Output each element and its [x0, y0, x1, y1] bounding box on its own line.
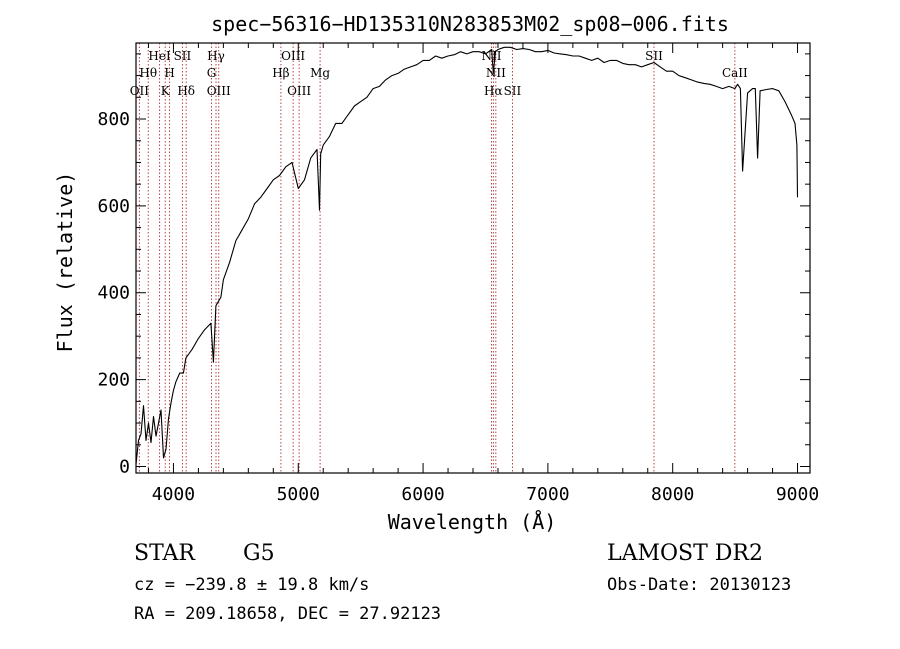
x-tick-label-7000: 7000: [526, 484, 569, 505]
x-tick-label-6000: 6000: [401, 484, 444, 505]
label-K: K: [161, 84, 171, 98]
x-axis-title: Wavelength (Å): [388, 510, 557, 534]
x-tick-label-4000: 4000: [152, 484, 195, 505]
y-axis-title: Flux (relative): [53, 172, 77, 353]
y-tick-label-600: 600: [97, 196, 130, 217]
label-H-theta: Hθ: [139, 66, 157, 80]
x-tick-label-8000: 8000: [651, 484, 694, 505]
label-H-alpha: Hα: [484, 84, 503, 98]
y-tick-label-400: 400: [97, 283, 130, 304]
y-axis-ticks: 0 200 400 600 800: [97, 53, 810, 477]
y-tick-label-200: 200: [97, 370, 130, 391]
chart-title: spec−56316−HD135310N283853M02_sp08−006.f…: [211, 12, 729, 36]
label-G: G: [207, 66, 217, 80]
label-OII: OII: [130, 84, 150, 98]
label-CaII: CaII: [722, 66, 748, 80]
x-tick-label-5000: 5000: [277, 484, 320, 505]
x-axis-ticks: 4000 5000 6000 7000 8000 9000: [147, 43, 819, 505]
spectral-line-markers: [138, 43, 736, 473]
redshift-velocity: cz = −239.8 ± 19.8 km/s: [134, 575, 369, 595]
object-class: STAR: [134, 541, 196, 566]
spectral-line-labels: OIIHθHeIKHSIIHδGHγOIIIHβOIIIOIIIMgNIIHαN…: [130, 49, 748, 98]
label-SII-6716: SII: [504, 84, 522, 98]
sky-coordinates: RA = 209.18658, DEC = 27.92123: [134, 604, 441, 624]
label-Mg: Mg: [310, 66, 330, 80]
label-HeI: HeI: [148, 49, 171, 63]
label-H: H: [164, 66, 174, 80]
label-SII: SII: [174, 49, 192, 63]
plot-frame: [135, 42, 811, 474]
observation-date: Obs-Date: 20130123: [607, 575, 791, 595]
survey-name: LAMOST DR2: [607, 541, 763, 566]
label-NII-6583: NII: [486, 66, 506, 80]
label-SII-7850: SII: [645, 49, 663, 63]
x-tick-label-9000: 9000: [776, 484, 819, 505]
label-H-delta: Hδ: [177, 84, 195, 98]
y-tick-label-0: 0: [119, 456, 130, 477]
label-OIII-5007: OIII: [287, 84, 311, 98]
label-H-beta: Hβ: [272, 66, 289, 80]
label-OIII-4959: OIII: [281, 49, 305, 63]
spectrum-line: [135, 46, 799, 465]
label-OIII-4363: OIII: [207, 84, 231, 98]
y-tick-label-800: 800: [97, 109, 130, 130]
spectral-subclass: G5: [243, 541, 275, 566]
label-H-gamma: Hγ: [207, 49, 225, 63]
